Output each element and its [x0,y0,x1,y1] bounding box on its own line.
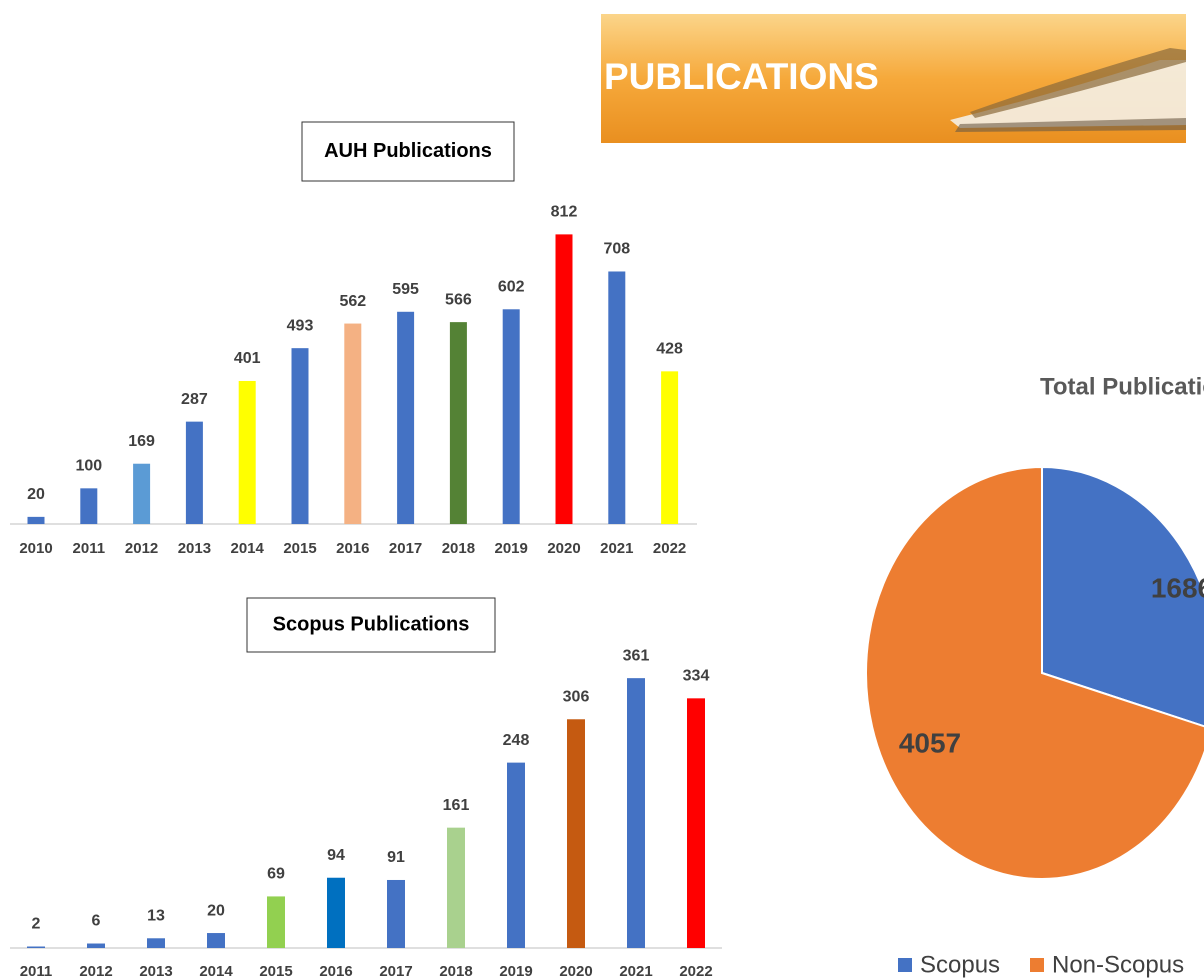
x-tick-label: 2014 [199,963,233,979]
bar [627,678,645,948]
bar [267,896,285,948]
value-label: 20 [207,902,225,919]
bar [687,698,705,948]
x-tick-label: 2018 [442,540,475,557]
x-tick-label: 2013 [178,540,211,557]
x-tick-label: 2018 [439,963,472,979]
x-tick-label: 2013 [139,963,172,979]
value-label: 306 [563,688,590,705]
value-label: 6 [92,913,101,930]
bar [344,324,361,524]
value-label: 361 [623,647,650,664]
x-tick-label: 2014 [231,540,265,557]
x-tick-label: 2022 [679,963,712,979]
banner: PUBLICATIONS [601,14,1186,143]
bar [207,933,225,948]
value-label: 94 [327,847,345,864]
legend-label: Scopus [920,951,1000,978]
value-label: 248 [503,732,530,749]
x-tick-label: 2021 [619,963,652,979]
x-tick-label: 2020 [547,540,580,557]
value-label: 4057 [899,727,961,758]
x-tick-label: 2017 [379,963,412,979]
bar [239,381,256,524]
value-label: 428 [656,341,683,358]
value-label: 812 [551,204,578,221]
value-label: 562 [339,293,366,310]
value-label: 493 [287,317,314,334]
chart-title: Scopus Publications [273,613,470,635]
x-tick-label: 2011 [20,963,53,979]
bar [450,322,467,524]
x-tick-label: 2019 [499,963,532,979]
bar [567,719,585,948]
bar [147,938,165,948]
legend-label: Non-Scopus [1052,951,1184,978]
bar [133,464,150,524]
x-tick-label: 2022 [653,540,686,557]
x-tick-label: 2012 [125,540,158,557]
bar [556,234,573,524]
bar [87,944,105,948]
value-label: 100 [75,458,102,475]
x-tick-label: 2017 [389,540,422,557]
value-label: 708 [603,241,630,258]
bar [387,880,405,948]
value-label: 2 [32,916,41,933]
value-label: 1686 [1151,572,1204,603]
value-label: 91 [387,849,405,866]
bar [292,348,309,524]
bar [507,763,525,948]
page: PUBLICATIONS AUH Publications 20 2010 100 20… [0,0,1204,979]
x-tick-label: 2012 [79,963,112,979]
bar [397,312,414,524]
bar [447,828,465,948]
bar [327,878,345,948]
value-label: 602 [498,279,525,296]
bar [503,309,520,524]
x-tick-label: 2015 [283,540,316,557]
bar [27,947,45,948]
x-tick-label: 2010 [19,540,52,557]
value-label: 20 [27,486,45,503]
value-label: 169 [128,433,155,450]
x-tick-label: 2020 [559,963,592,979]
chart-title: Total Publication 5743 [1040,373,1204,400]
x-tick-label: 2015 [259,963,292,979]
value-label: 334 [683,668,710,685]
x-tick-label: 2016 [319,963,352,979]
bar [80,488,97,524]
legend-swatch [898,958,912,972]
value-label: 401 [234,350,261,367]
bar [661,371,678,524]
value-label: 161 [443,797,470,814]
x-tick-label: 2016 [336,540,369,557]
x-tick-label: 2021 [600,540,633,557]
value-label: 287 [181,391,208,408]
chart-title: AUH Publications [324,140,492,162]
x-tick-label: 2019 [495,540,528,557]
x-tick-label: 2011 [73,540,106,557]
banner-title: PUBLICATIONS [604,56,879,97]
value-label: 13 [147,908,165,925]
value-label: 566 [445,291,472,308]
legend-swatch [1030,958,1044,972]
bar [186,422,203,524]
bar [28,517,45,524]
value-label: 595 [392,281,419,298]
value-label: 69 [267,866,285,883]
bar [608,271,625,524]
